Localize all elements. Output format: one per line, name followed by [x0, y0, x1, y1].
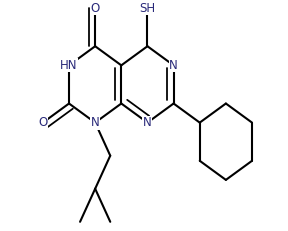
Text: O: O: [90, 2, 100, 15]
Text: HN: HN: [60, 59, 78, 72]
Text: O: O: [38, 116, 48, 129]
Text: N: N: [91, 116, 100, 129]
Text: SH: SH: [139, 2, 156, 15]
Text: N: N: [169, 59, 178, 72]
Text: N: N: [143, 116, 152, 129]
